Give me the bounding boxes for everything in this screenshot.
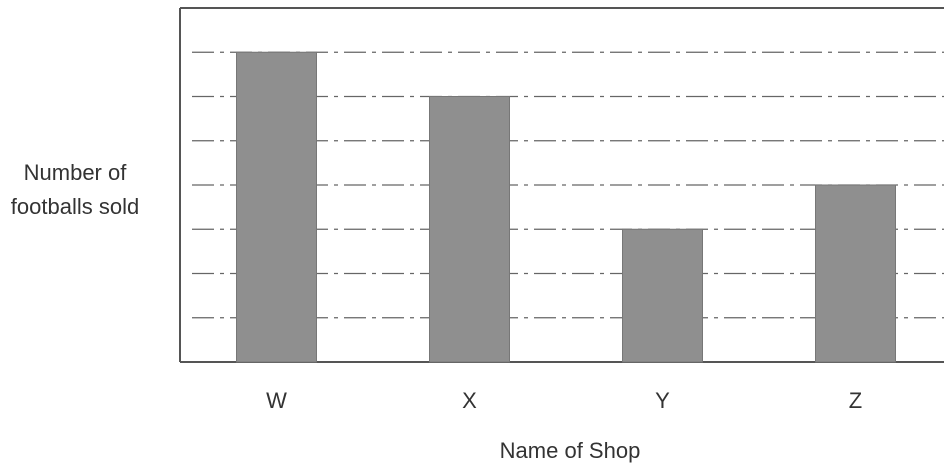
bar: [815, 184, 896, 363]
bar: [622, 228, 703, 363]
x-tick-label: W: [266, 388, 287, 413]
bar: [236, 51, 317, 363]
x-tick-label: Y: [655, 388, 670, 413]
bar: [429, 96, 510, 363]
x-tick-label: X: [462, 388, 477, 413]
x-tick-label: Z: [849, 388, 862, 413]
x-axis-title: Name of Shop: [500, 438, 641, 463]
y-axis-title: Number of footballs sold: [10, 160, 140, 219]
